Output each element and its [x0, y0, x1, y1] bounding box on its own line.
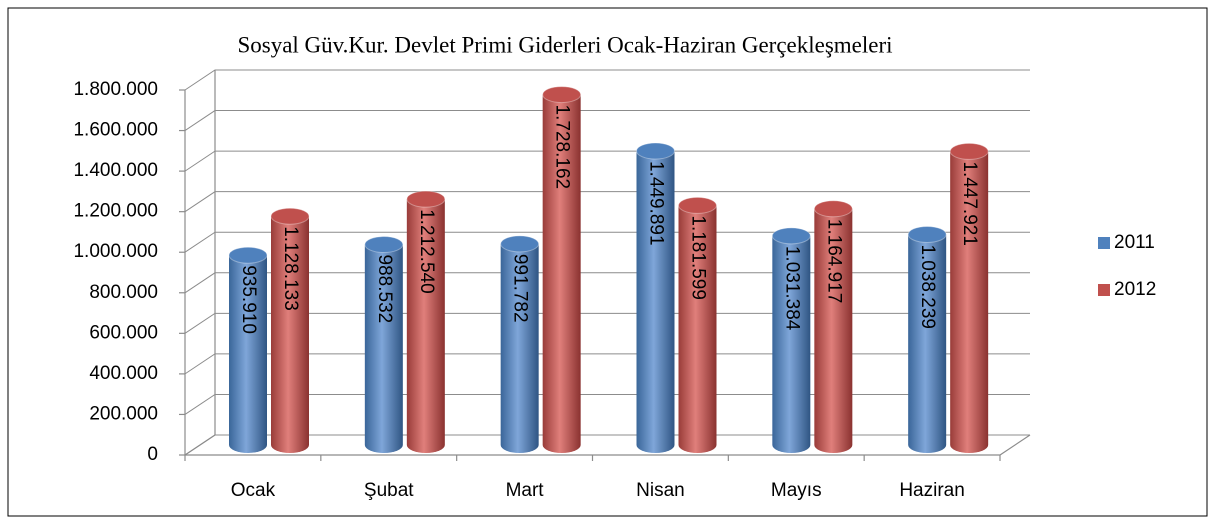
data-label: 1.447.921	[959, 161, 980, 246]
grid-line	[184, 110, 1030, 131]
bar-top	[949, 142, 989, 160]
bar	[814, 208, 853, 453]
bar	[406, 199, 445, 453]
legend-label: 2011	[1114, 232, 1155, 253]
y-tick-label: 1.600.000	[73, 120, 158, 141]
data-label: 1.181.599	[687, 215, 708, 300]
data-label: 1.031.384	[781, 246, 802, 331]
bar-top	[907, 225, 947, 243]
y-tick-label: 1.200.000	[73, 201, 158, 222]
x-tick-label: Haziran	[899, 480, 964, 501]
grid-line	[184, 434, 1030, 456]
frame	[7, 7, 1208, 517]
grid-line	[184, 272, 1030, 294]
x-tick-label: Mart	[506, 480, 545, 501]
bar-top	[270, 207, 310, 225]
data-label: 1.212.540	[416, 209, 437, 294]
legend-label: 2012	[1114, 279, 1156, 300]
bar-top	[636, 142, 675, 160]
bar	[364, 244, 403, 453]
x-tick-label: Şubat	[364, 480, 414, 501]
data-label: 1.128.133	[280, 226, 301, 311]
y-tick-label: 800.000	[89, 282, 158, 303]
grid-line	[184, 231, 1030, 253]
data-label: 1.449.891	[645, 161, 666, 246]
bar	[229, 255, 267, 453]
bar-top	[813, 200, 853, 218]
bar	[772, 235, 811, 453]
bar-top	[228, 246, 268, 264]
bar-top	[542, 86, 582, 104]
data-label: 935.910	[238, 265, 259, 334]
x-tick-label: Mayıs	[771, 480, 822, 501]
grid-line	[184, 69, 1030, 91]
bar	[542, 94, 581, 454]
data-label: 1.038.239	[917, 244, 938, 329]
y-tick-label: 400.000	[89, 363, 158, 384]
y-tick-label: 600.000	[89, 322, 158, 343]
grid-line	[184, 353, 1030, 375]
bar-top	[364, 236, 404, 254]
bar	[636, 150, 675, 453]
y-tick-label: 1.400.000	[73, 160, 158, 181]
data-label: 991.782	[510, 254, 531, 323]
grid-line	[184, 150, 1030, 172]
data-label: 988.532	[374, 255, 395, 324]
x-tick-label: Ocak	[231, 480, 276, 501]
grid-line	[184, 312, 1030, 334]
bar-top	[406, 190, 446, 208]
data-label: 1.164.917	[823, 219, 844, 304]
bar	[678, 205, 717, 453]
grid-line	[184, 393, 1030, 415]
bar	[271, 216, 309, 453]
y-tick-label: 200.000	[89, 403, 158, 424]
bar	[500, 243, 539, 454]
y-tick-label: 0	[147, 444, 158, 465]
x-tick-label: Nisan	[636, 480, 685, 501]
legend-swatch	[1098, 284, 1110, 296]
y-tick-label: 1.000.000	[73, 241, 158, 262]
y-tick-label: 1.800.000	[73, 79, 158, 100]
bar-top	[678, 196, 717, 214]
chart-title: Sosyal Güv.Kur. Devlet Primi Giderleri O…	[237, 32, 892, 57]
grid-line	[184, 191, 1030, 213]
bar	[908, 234, 947, 453]
data-label: 1.728.162	[552, 105, 573, 190]
bar-top	[771, 227, 811, 245]
bar-top	[500, 235, 540, 253]
legend-swatch	[1098, 237, 1110, 249]
bar	[950, 151, 989, 453]
